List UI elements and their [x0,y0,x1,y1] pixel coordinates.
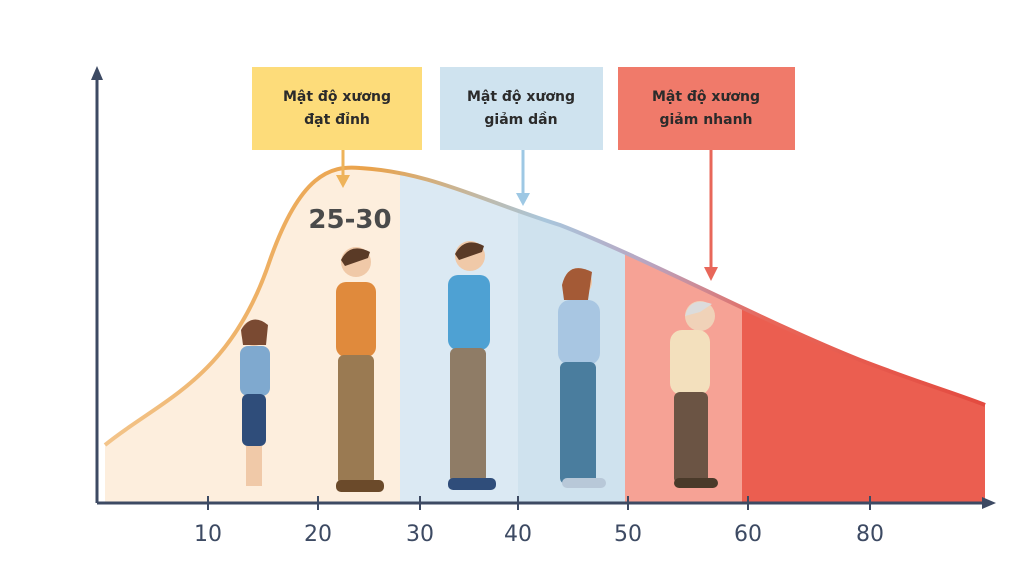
box-line: giảm dần [484,111,557,128]
x-tick-label: 60 [734,522,762,547]
person-man [448,241,496,490]
label-box [440,67,603,150]
person-elderly [670,301,718,488]
peak-age-label: 25-30 [308,205,391,235]
label-box [618,67,795,150]
arrow-head [336,175,350,188]
bone-density-curve [103,165,986,447]
box-line: Mật độ xương [652,89,760,105]
x-tick-label: 10 [194,522,222,547]
box-line: Mật độ xương [467,89,575,105]
arrow-head [516,193,530,206]
person-young-man [336,247,384,492]
x-tick-label: 20 [304,522,332,547]
box-line: giảm nhanh [659,112,752,128]
x-tick-label: 80 [856,522,884,547]
axis-arrow [982,497,996,509]
person-child [240,319,270,486]
label-box [252,67,422,150]
box-line: Mật độ xương [283,89,391,105]
x-ticks: 10 20 30 40 50 60 80 [194,496,884,547]
axis-arrow [91,66,103,80]
arrow-head [704,267,718,281]
box-line: đạt đỉnh [304,112,370,128]
zone-rapid [742,167,985,503]
person-woman [558,268,606,488]
x-tick-label: 40 [504,522,532,547]
zones [105,167,985,503]
x-tick-label: 50 [614,522,642,547]
x-tick-label: 30 [406,522,434,547]
